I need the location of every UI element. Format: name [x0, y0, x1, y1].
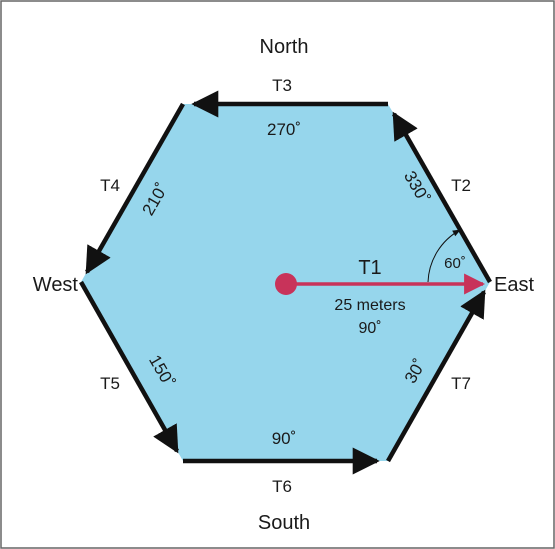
plot-center-dot [275, 273, 297, 295]
t6-label: T6 [272, 477, 292, 496]
south-label: South [258, 512, 310, 534]
angle-label: 60˚ [444, 255, 466, 272]
t5-label: T5 [100, 374, 120, 393]
edge-t5-arrow [79, 280, 179, 454]
bearing-t3: 270˚ [267, 120, 301, 139]
angle-arc-arrow [427, 229, 461, 283]
t4-label: T4 [100, 176, 120, 195]
west-label: West [33, 274, 79, 296]
east-label: East [494, 274, 534, 296]
t1-distance-label: 25 meters [334, 297, 405, 314]
edge-t4-arrow [85, 102, 185, 275]
bearing-t6: 90˚ [272, 429, 297, 448]
t1-label: T1 [358, 257, 381, 279]
t1-bearing-label: 90˚ [358, 320, 381, 337]
t2-label: T2 [451, 176, 471, 195]
edge-t7-arrow [386, 289, 486, 463]
t3-label: T3 [272, 76, 292, 95]
t7-label: T7 [451, 374, 471, 393]
north-label: North [260, 36, 309, 58]
edge-t2-arrow [392, 111, 492, 284]
